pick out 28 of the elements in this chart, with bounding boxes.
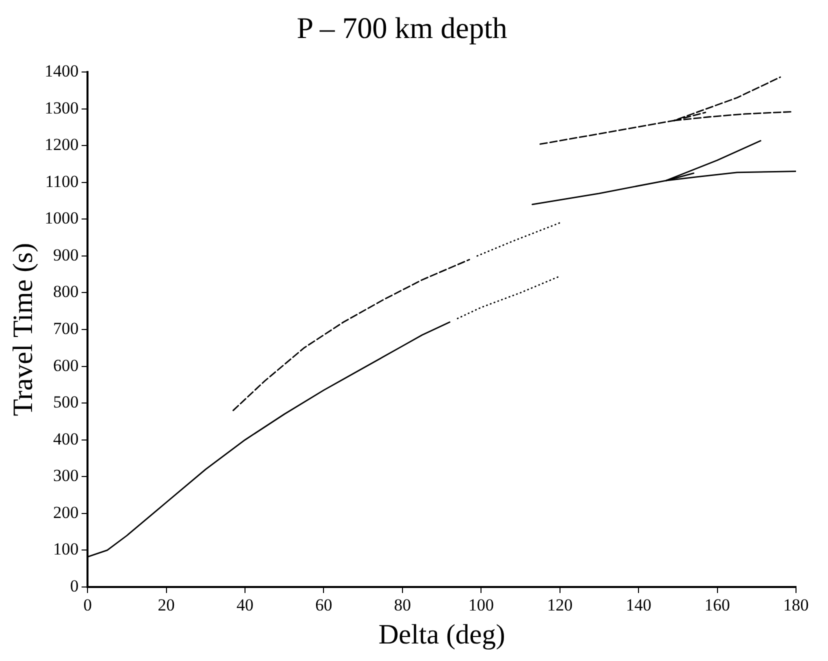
y-tick-label: 200	[53, 502, 79, 522]
y-axis-title: Travel Time (s)	[8, 242, 40, 416]
y-tick-label: 400	[53, 429, 79, 448]
y-tick-label: 300	[53, 466, 79, 486]
y-tick-label: 800	[53, 282, 79, 302]
x-tick-label: 20	[158, 596, 175, 615]
x-tick-label: 180	[783, 596, 809, 615]
y-tick-label: 1100	[45, 172, 79, 191]
x-tick-label: 60	[315, 596, 332, 615]
x-tick-label: 120	[547, 596, 573, 615]
y-tick-label: 700	[53, 318, 79, 338]
chart-title: P – 700 km depth	[296, 12, 508, 45]
x-tick-label: 80	[394, 596, 411, 615]
x-tick-label: 160	[704, 596, 730, 615]
x-axis-title: Delta (deg)	[378, 620, 506, 651]
y-tick-label: 500	[53, 392, 79, 412]
x-tick-label: 0	[83, 596, 92, 615]
x-tick-label: 100	[468, 596, 494, 615]
x-tick-label: 40	[236, 596, 254, 615]
x-tick-label: 140	[626, 596, 652, 615]
y-tick-label: 100	[53, 540, 79, 559]
y-tick-label: 0	[70, 576, 79, 596]
y-tick-label: 1000	[44, 208, 79, 228]
y-tick-label: 1400	[44, 61, 79, 80]
y-tick-label: 600	[53, 356, 79, 375]
y-tick-label: 1300	[44, 98, 79, 118]
y-tick-label: 900	[53, 245, 79, 264]
y-tick-label: 1200	[44, 135, 79, 154]
